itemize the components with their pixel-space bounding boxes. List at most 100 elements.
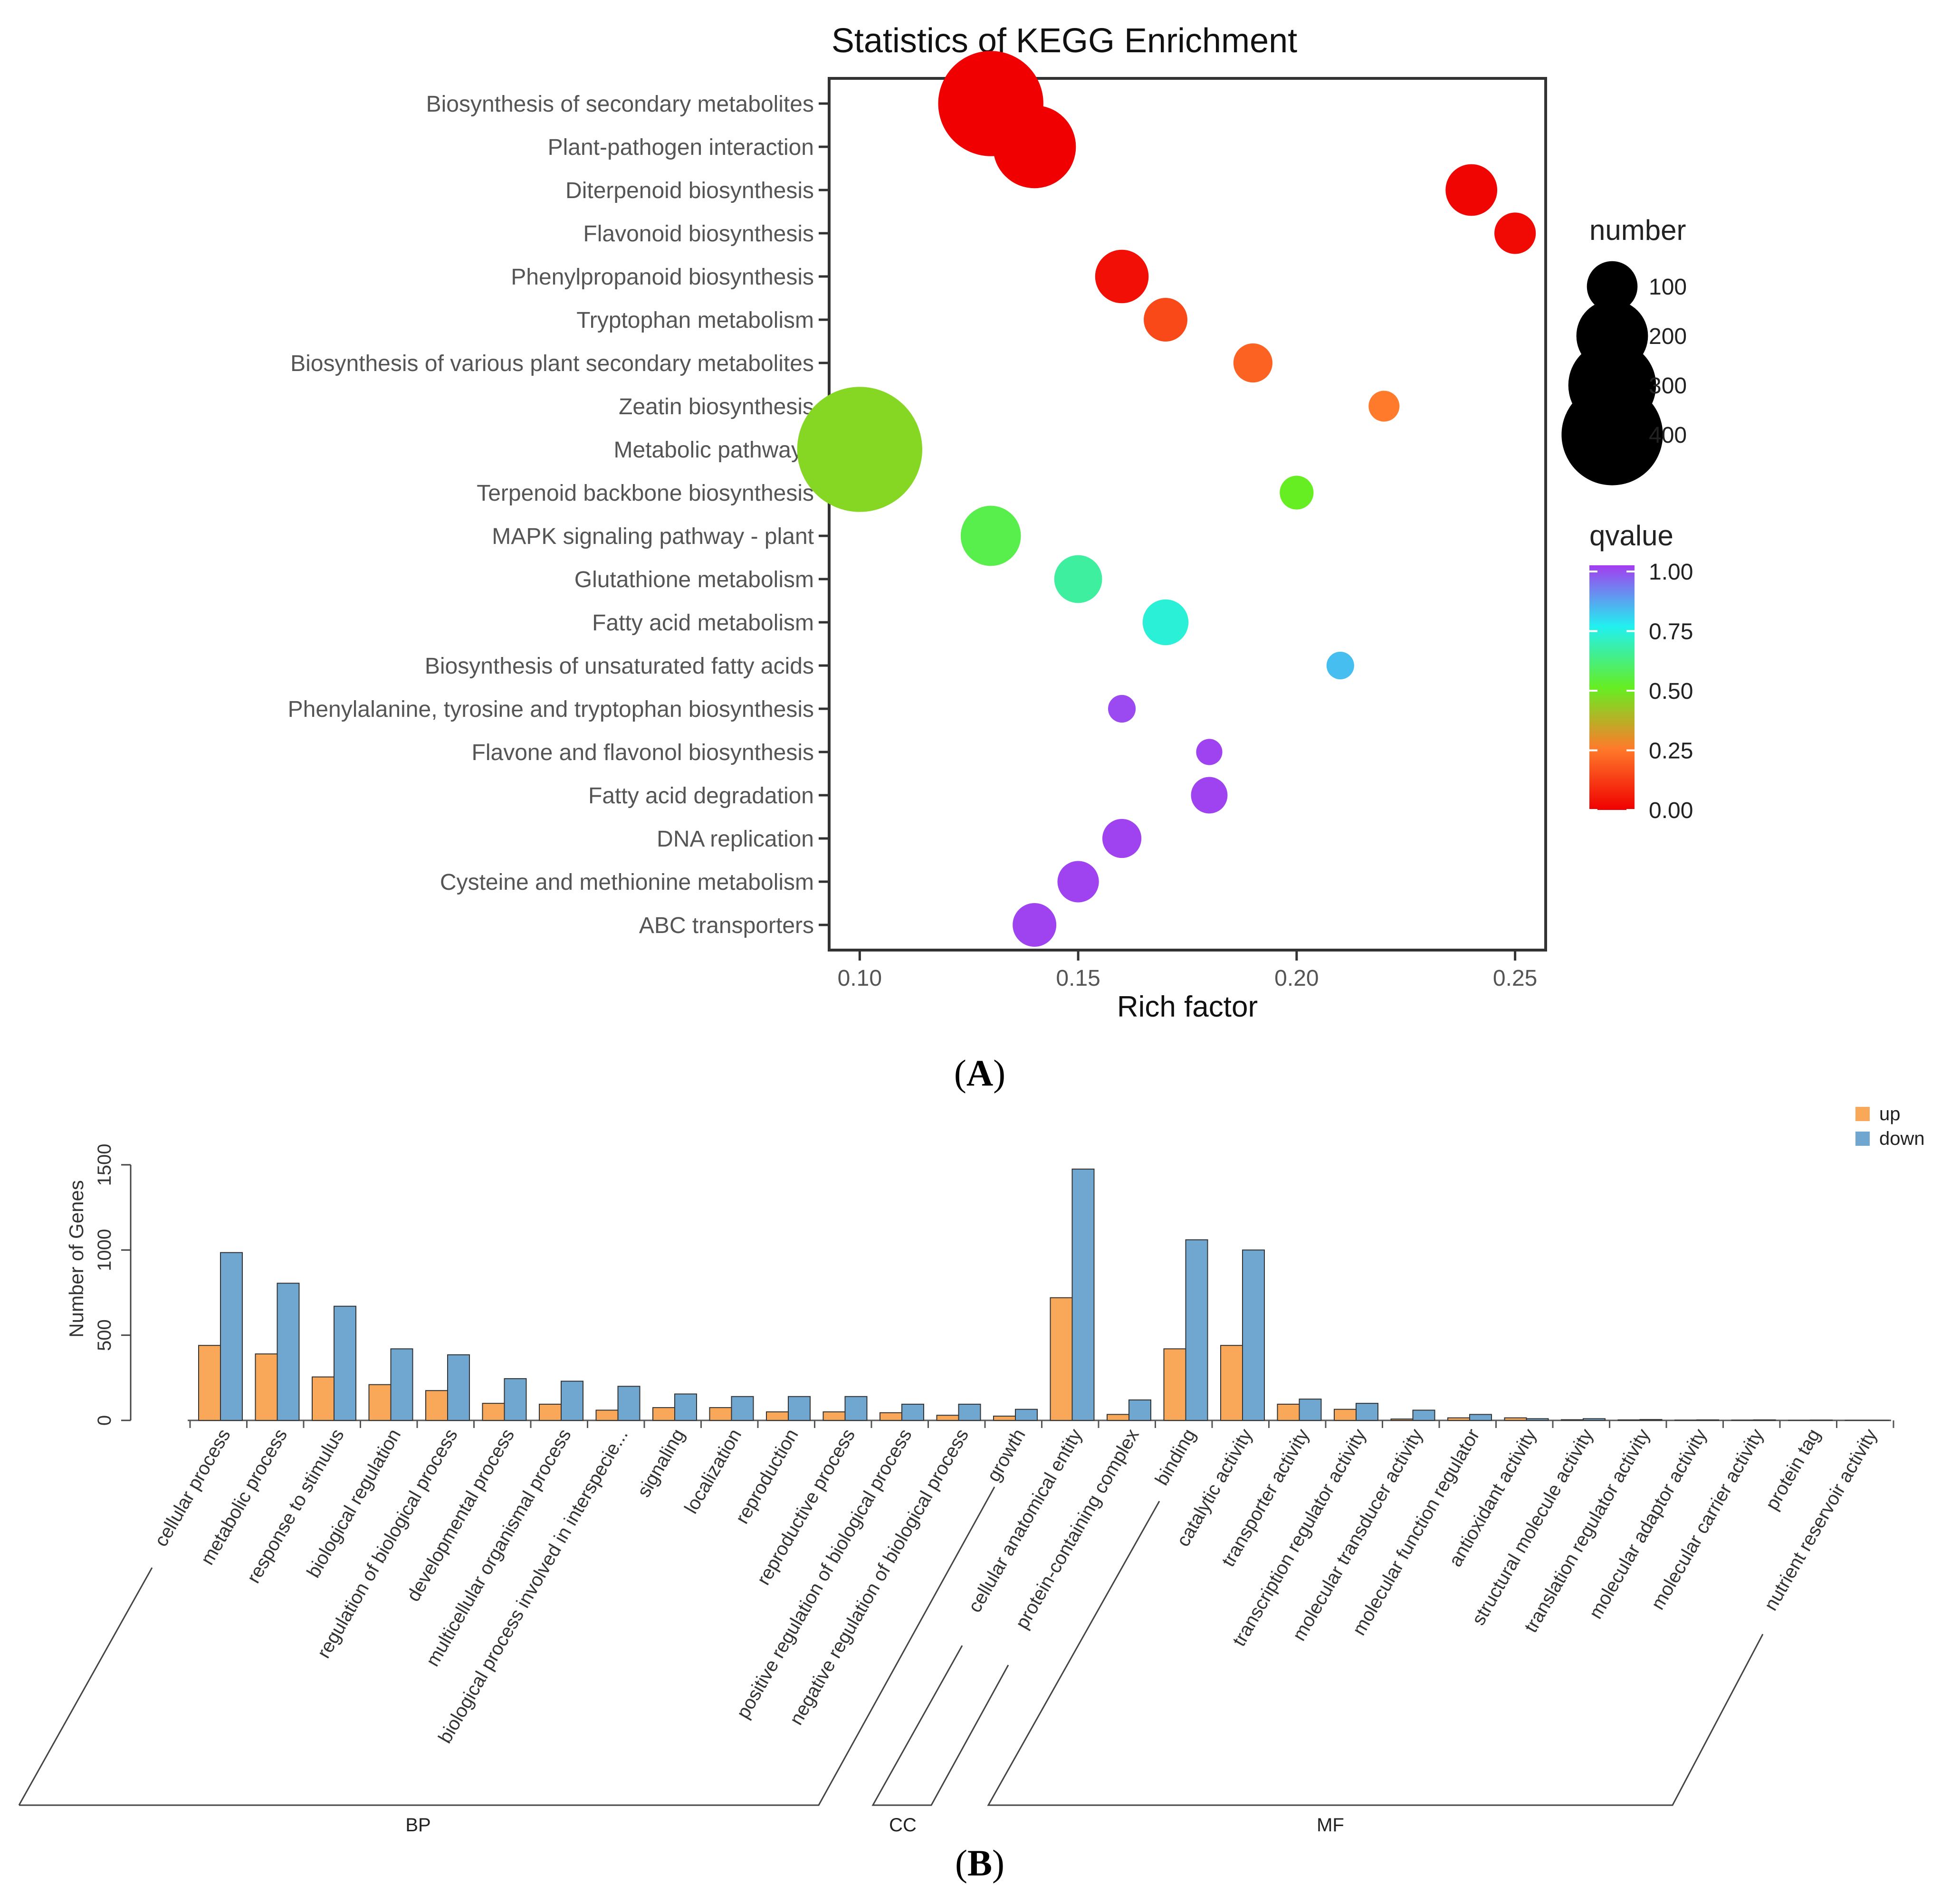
go-legend: up down: [1855, 1104, 1925, 1149]
bar-down-negative-regulation-of-biological-process: [958, 1403, 981, 1421]
bar-up-molecular-transducer-activity: [1390, 1418, 1414, 1421]
bubble-plant-pathogen-interaction: [993, 105, 1076, 189]
size-legend-label: 200: [1649, 324, 1687, 349]
group-label-bp: BP: [405, 1815, 430, 1836]
bubble-fatty-acid-degradation: [1191, 777, 1228, 814]
qvalue-color-legend: qvalue 1.00 0.75 0.50 0.25 0.00: [1589, 520, 1693, 823]
bar-up-reproduction: [766, 1411, 789, 1421]
bar-up-regulation-of-biological-process: [425, 1390, 448, 1421]
bar-up-transcription-regulator-activity: [1334, 1409, 1357, 1421]
bar-down-molecular-transducer-activity: [1412, 1409, 1435, 1421]
kegg-plot-frame: [828, 77, 1547, 952]
bar-down-localization: [731, 1396, 754, 1421]
bar-up-signaling: [652, 1407, 675, 1421]
cc-bracket: [871, 1645, 1009, 1806]
y-tick-label: 1500: [94, 1144, 115, 1186]
go-y-axis-label: Number of Genes: [65, 1180, 87, 1338]
pathway-label-metabolic-pathways: Metabolic pathways: [613, 438, 814, 463]
go-x-axis: [188, 1419, 1894, 1428]
bar-down-developmental-process: [504, 1378, 527, 1421]
legend-down-swatch: [1855, 1132, 1870, 1146]
bubble-metabolic-pathways: [797, 387, 922, 512]
pathway-label-zeatin-biosynthesis: Zeatin biosynthesis: [619, 394, 814, 419]
bar-down-growth: [1015, 1409, 1038, 1421]
bar-down-molecular-function-regulator: [1469, 1414, 1492, 1421]
bubble-fatty-acid-metabolism: [1142, 599, 1189, 646]
bar-down-regulation-of-biological-process: [447, 1354, 470, 1421]
pathway-label-diterpenoid-biosynthesis: Diterpenoid biosynthesis: [565, 178, 814, 203]
bubble-diterpenoid-biosynthesis: [1445, 164, 1498, 216]
x-tick-label: 0.25: [1493, 966, 1537, 991]
bar-down-protein-containing-complex: [1128, 1399, 1151, 1421]
bp-bracket-left: [18, 1567, 153, 1806]
group-label-mf: MF: [1317, 1815, 1344, 1836]
bubble-cysteine-and-methionine-metabolism: [1057, 861, 1099, 903]
bar-down-antioxidant-activity: [1526, 1418, 1549, 1421]
y-tick-label: 500: [94, 1319, 115, 1351]
colorbar-label: 0.25: [1649, 739, 1693, 764]
bar-up-reproductive-process: [822, 1411, 846, 1421]
pathway-label-cysteine-and-methionine-metabolism: Cysteine and methionine metabolism: [440, 870, 814, 895]
bubble-biosynthesis-of-various-plant-secondary-metabolites: [1233, 343, 1273, 383]
pathway-label-flavonoid-biosynthesis: Flavonoid biosynthesis: [583, 221, 814, 247]
legend-up-swatch: [1855, 1107, 1870, 1121]
go-y-axis: 0 500 1000 1500: [94, 1144, 132, 1426]
size-legend-dot: [1587, 261, 1638, 312]
pathway-label-dna-replication: DNA replication: [657, 827, 814, 852]
pathway-label-phenylpropanoid-biosynthesis: Phenylpropanoid biosynthesis: [511, 265, 814, 290]
go-bars: [198, 1168, 1890, 1421]
y-tick-label: 0: [94, 1415, 115, 1426]
bar-up-biological-regulation: [368, 1384, 392, 1421]
kegg-chart-title: Statistics of KEGG Enrichment: [832, 22, 1297, 60]
bar-up-growth: [993, 1416, 1016, 1421]
bar-down-transporter-activity: [1299, 1399, 1322, 1421]
bubble-tryptophan-metabolism: [1144, 298, 1187, 342]
colorbar-label: 0.50: [1649, 679, 1693, 704]
bar-down-structural-molecule-activity: [1583, 1418, 1606, 1421]
x-tick-label: 0.15: [1056, 966, 1100, 991]
bar-down-response-to-stimulus: [334, 1305, 356, 1421]
bar-up-catalytic-activity: [1220, 1345, 1243, 1421]
panel-a-label: (A): [954, 1052, 1005, 1094]
bubble-glutathione-metabolism: [1054, 555, 1102, 603]
bar-up-protein-containing-complex: [1107, 1414, 1129, 1421]
bar-up-localization: [709, 1407, 732, 1421]
number-size-legend: number 100 200 300 400: [1561, 214, 1687, 485]
bar-up-negative-regulation-of-biological-process: [936, 1415, 959, 1421]
bar-up-multicellular-organismal-process: [539, 1403, 562, 1421]
size-legend-label: 300: [1649, 373, 1687, 399]
bar-up-metabolic-process: [255, 1353, 278, 1421]
legend-down-label: down: [1879, 1128, 1925, 1149]
bar-down-multicellular-organismal-process: [561, 1380, 583, 1421]
pathway-label-terpenoid-backbone-biosynthesis: Terpenoid backbone biosynthesis: [477, 481, 814, 506]
y-tick-label: 1000: [94, 1229, 115, 1271]
bubble-zeatin-biosynthesis: [1368, 390, 1400, 422]
bubble-phenylpropanoid-biosynthesis: [1095, 249, 1149, 304]
bubble-abc-transporters: [1013, 903, 1057, 947]
x-tick-label: 0.20: [1274, 966, 1319, 991]
size-legend-title: number: [1589, 214, 1686, 246]
mf-bracket: [987, 1501, 1764, 1806]
bubble-terpenoid-backbone-biosynthesis: [1280, 476, 1314, 510]
colorbar-label: 0.75: [1649, 619, 1693, 645]
legend-up-label: up: [1879, 1104, 1901, 1124]
bubble-phenylalanine-tyrosine-and-tryptophan-biosynthesis: [1108, 695, 1136, 723]
kegg-enrichment-chart: Statistics of KEGG Enrichment Biosynthes…: [288, 22, 1693, 1094]
bar-down-biological-process-involved-in-interspecie: [617, 1386, 641, 1421]
size-legend-label: 400: [1649, 423, 1687, 448]
pathway-label-tryptophan-metabolism: Tryptophan metabolism: [576, 308, 814, 333]
bubble-flavone-and-flavonol-biosynthesis: [1196, 739, 1223, 765]
bp-bracket: [19, 1486, 995, 1806]
bar-down-cellular-process: [220, 1252, 243, 1421]
pathway-label-fatty-acid-degradation: Fatty acid degradation: [588, 783, 814, 809]
bubble-biosynthesis-of-unsaturated-fatty-acids: [1326, 651, 1354, 680]
kegg-x-axis: 0.10 0.15 0.20 0.25: [838, 950, 1537, 991]
pathway-label-plant-pathogen-interaction: Plant-pathogen interaction: [548, 135, 814, 160]
bar-up-response-to-stimulus: [312, 1376, 335, 1421]
go-category-brackets: BP CC MF: [18, 1486, 1764, 1836]
pathway-label-phenylalanine-tyrosine-and-tryptophan-biosynthesis: Phenylalanine, tyrosine and tryptophan b…: [288, 697, 814, 722]
bar-down-biological-regulation: [390, 1348, 413, 1421]
kegg-bubbles: [797, 51, 1536, 947]
bar-up-biological-process-involved-in-interspecie: [595, 1409, 619, 1421]
qvalue-colorbar: [1589, 565, 1635, 810]
